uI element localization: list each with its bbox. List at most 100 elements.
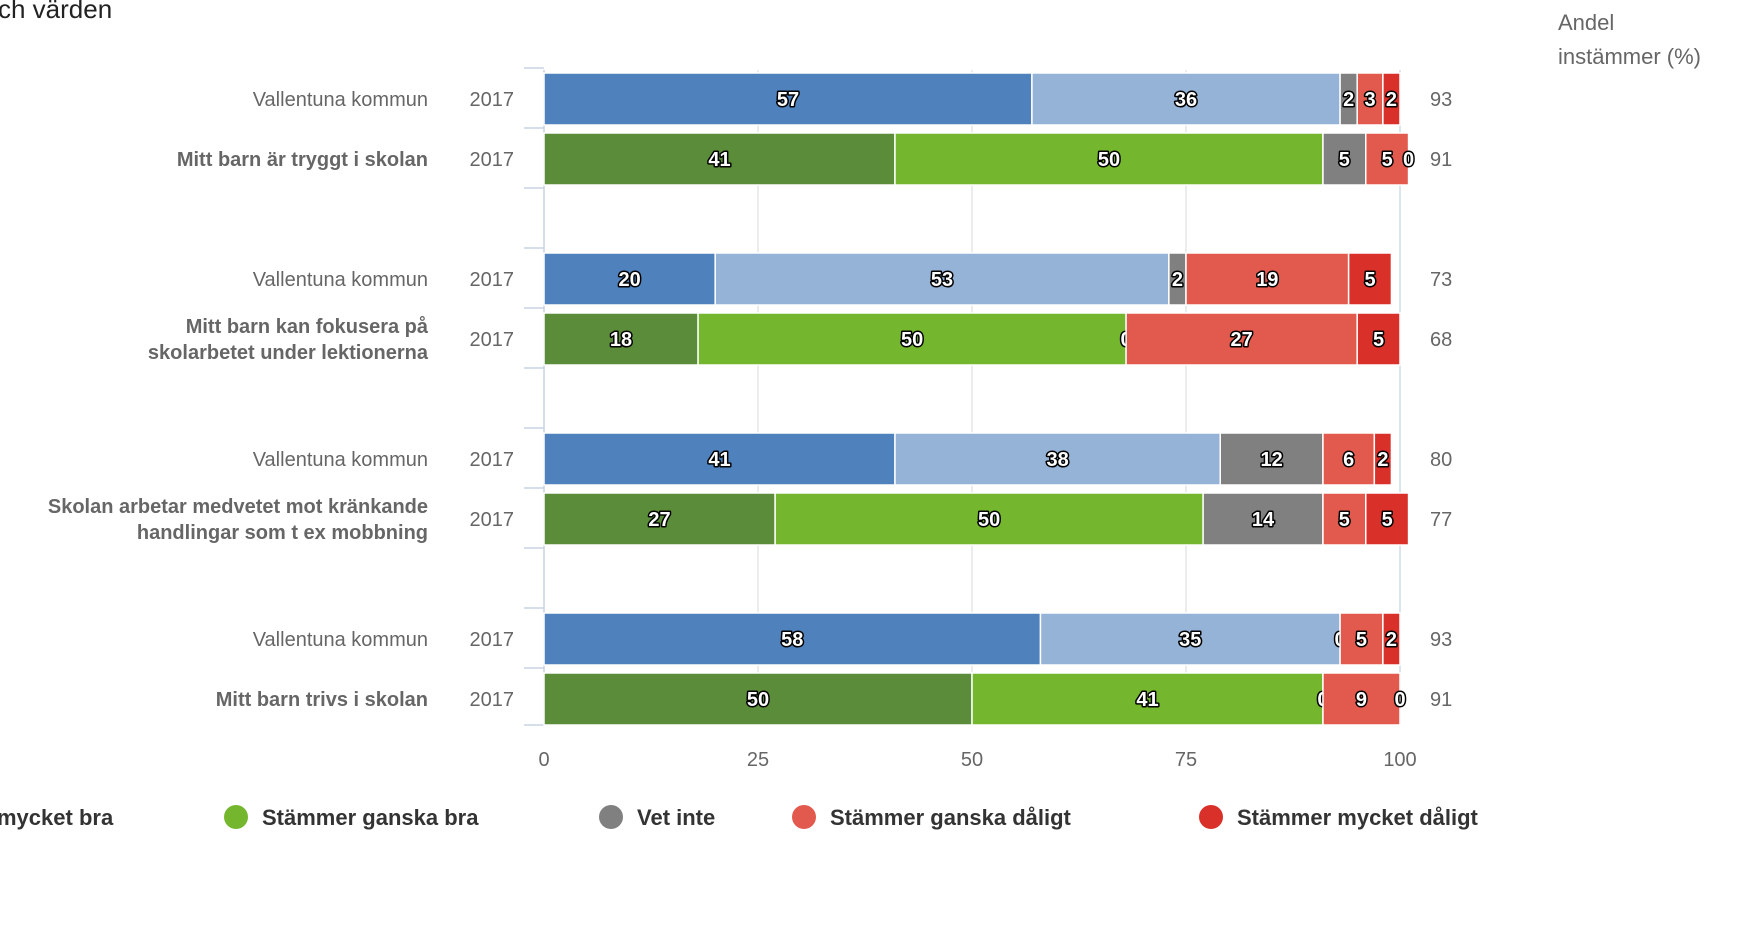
data-label: 9: [1356, 689, 1367, 711]
question-label: Mitt barn kan fokusera på skolarbetet und…: [148, 315, 429, 364]
legend-item[interactable]: Vet inte: [599, 805, 715, 830]
data-label: 50: [978, 509, 1000, 531]
bar-segment: [894, 432, 1221, 486]
question-label: Skolan arbetar medvetet mot kränkande han…: [48, 496, 428, 544]
data-label: 5: [1339, 509, 1350, 531]
data-label: 58: [781, 629, 803, 651]
legend-label: Stämmer ganska bra: [262, 805, 479, 830]
share-agree-value: 73: [1430, 269, 1452, 291]
row-label: Vallentuna kommun: [253, 89, 428, 111]
data-label: 3: [1364, 89, 1375, 111]
bar-segment: [543, 252, 716, 306]
legend-swatch: [599, 805, 623, 829]
bar-segment: [1202, 492, 1324, 546]
x-tick-label: 0: [538, 749, 549, 771]
data-label: 2: [1386, 89, 1397, 111]
bar-segment: [543, 492, 776, 546]
legend-swatch: [1199, 805, 1223, 829]
data-label: 41: [708, 449, 730, 471]
question-label-line: skolarbetet under lektionerna: [148, 342, 429, 364]
legend-item[interactable]: Stämmer ganska dåligt: [792, 805, 1072, 830]
bar-segment: [1185, 252, 1350, 306]
legend-item[interactable]: mycket bra: [0, 805, 114, 830]
bar-segment: [1382, 72, 1401, 126]
question-label: Mitt barn trivs i skolan: [216, 689, 428, 711]
data-label: 50: [901, 329, 923, 351]
row-label: Vallentuna kommun: [253, 629, 428, 651]
share-agree-value: 68: [1430, 329, 1452, 351]
legend-swatch: [224, 805, 248, 829]
data-label: 5: [1382, 509, 1393, 531]
bar-segment: [1125, 312, 1358, 366]
legend-label: mycket bra: [0, 805, 114, 830]
x-tick-label: 100: [1383, 749, 1416, 771]
data-label: 18: [610, 329, 632, 351]
data-label: 41: [1136, 689, 1158, 711]
data-label: 2: [1172, 269, 1183, 291]
year-label: 2017: [470, 329, 515, 351]
bar-segment: [1365, 492, 1410, 546]
share-agree-value: 91: [1430, 689, 1452, 711]
data-label: 20: [618, 269, 640, 291]
data-label: 5: [1382, 149, 1393, 171]
data-label: 41: [708, 149, 730, 171]
data-label: 5: [1373, 329, 1384, 351]
share-agree-value: 93: [1430, 629, 1452, 651]
data-label: 19: [1256, 269, 1278, 291]
bar-segment: [1031, 72, 1341, 126]
share-agree-value: 80: [1430, 449, 1452, 471]
bar-segment: [697, 312, 1127, 366]
data-label: 12: [1260, 449, 1282, 471]
year-label: 2017: [470, 689, 515, 711]
bar-segment: [543, 432, 896, 486]
bar-segment: [1347, 252, 1393, 306]
share-agree-header: Andel instämmer (%): [1558, 10, 1701, 69]
data-label: 36: [1175, 89, 1197, 111]
legend-label: Stämmer ganska dåligt: [830, 805, 1072, 830]
year-label: 2017: [470, 509, 515, 531]
x-tick-label: 25: [747, 749, 769, 771]
legend-label: Vet inte: [637, 805, 715, 830]
data-label: 2: [1386, 629, 1397, 651]
bar-segment: [543, 132, 896, 186]
x-tick-label: 50: [961, 749, 983, 771]
legend-item[interactable]: Stämmer mycket dåligt: [1199, 805, 1479, 830]
legend: mycket bra Stämmer ganska bra Vet inte Stäm…: [0, 805, 1479, 830]
data-label: 0: [1403, 149, 1414, 171]
question-label-line: handlingar som t ex mobbning: [137, 522, 428, 544]
bar-segment: [1365, 132, 1410, 186]
bar-segment: [1339, 612, 1384, 666]
year-label: 2017: [470, 89, 515, 111]
data-label: 2: [1343, 89, 1354, 111]
bar-segment: [1356, 312, 1401, 366]
question-label-line: Skolan arbetar medvetet mot kränkande: [48, 496, 428, 518]
data-label: 50: [747, 689, 769, 711]
bar-segment: [894, 132, 1324, 186]
share-agree-header-line1: Andel: [1558, 10, 1614, 35]
question-label-line: Mitt barn kan fokusera på: [186, 315, 429, 338]
data-label: 5: [1339, 149, 1350, 171]
bar-segment: [1322, 132, 1367, 186]
data-label: 14: [1252, 509, 1275, 531]
data-label: 0: [1394, 689, 1405, 711]
bar-segment: [774, 492, 1204, 546]
data-label: 2: [1377, 449, 1388, 471]
legend-swatch: [792, 805, 816, 829]
legend-item[interactable]: Stämmer ganska bra: [224, 805, 479, 830]
share-agree-value: 77: [1430, 509, 1452, 531]
bar-segment: [1373, 432, 1393, 486]
bar-segment: [1219, 432, 1324, 486]
data-label: 6: [1343, 449, 1354, 471]
data-label: 27: [648, 509, 670, 531]
bar-segment: [543, 312, 699, 366]
bar-segment: [1356, 72, 1384, 126]
question-label: Mitt barn är tryggt i skolan: [177, 149, 428, 171]
data-label: 57: [777, 89, 799, 111]
bar-segment: [1322, 492, 1367, 546]
chart-title-fragment: ch värden: [0, 0, 112, 24]
bar-segment: [543, 72, 1033, 126]
data-label: 38: [1046, 449, 1068, 471]
data-label: 50: [1098, 149, 1120, 171]
